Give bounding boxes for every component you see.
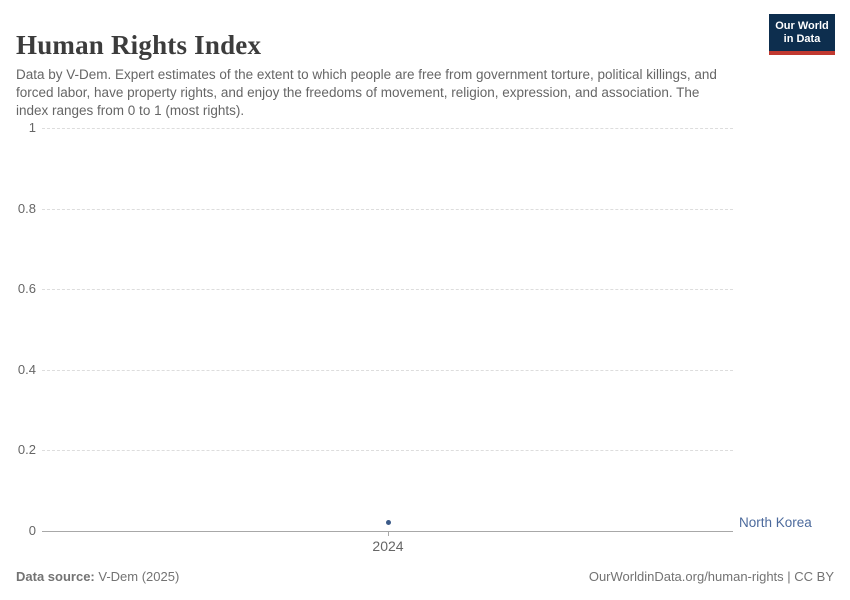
owid-logo-line1: Our World [775, 20, 829, 32]
attribution-link[interactable]: OurWorldinData.org/human-rights | CC BY [588, 569, 834, 584]
y-gridline [42, 369, 733, 371]
data-source-note: Data source: V-Dem (2025) [16, 569, 179, 585]
y-gridline [42, 128, 733, 129]
y-gridline [42, 208, 733, 210]
y-tick-label: 0 [28, 523, 36, 538]
y-tick-label: 0.2 [17, 442, 36, 458]
chart-footer: Data source: V-Dem (2025) OurWorldinData… [16, 569, 834, 585]
page-title: Human Rights Index [16, 30, 262, 61]
owid-logo-line2: in Data [783, 33, 821, 45]
x-tick-label: 2024 [372, 538, 404, 554]
y-tick-label: 0.4 [17, 361, 36, 377]
data-point[interactable] [385, 520, 391, 526]
data-source-value: V-Dem (2025) [94, 569, 180, 584]
y-gridline [42, 289, 733, 291]
series-label[interactable]: North Korea [739, 514, 812, 530]
y-tick-label: 0.8 [17, 200, 36, 216]
x-tick-mark [388, 532, 389, 536]
data-source-label: Data source: [16, 569, 95, 584]
y-tick-label: 1 [28, 120, 36, 135]
y-tick-label: 0.6 [17, 281, 36, 297]
x-axis-line [42, 531, 733, 532]
chart-subtitle: Data by V-Dem. Expert estimates of the e… [16, 66, 717, 118]
owid-logo[interactable]: Our World in Data [769, 14, 835, 55]
y-gridline [42, 450, 733, 452]
